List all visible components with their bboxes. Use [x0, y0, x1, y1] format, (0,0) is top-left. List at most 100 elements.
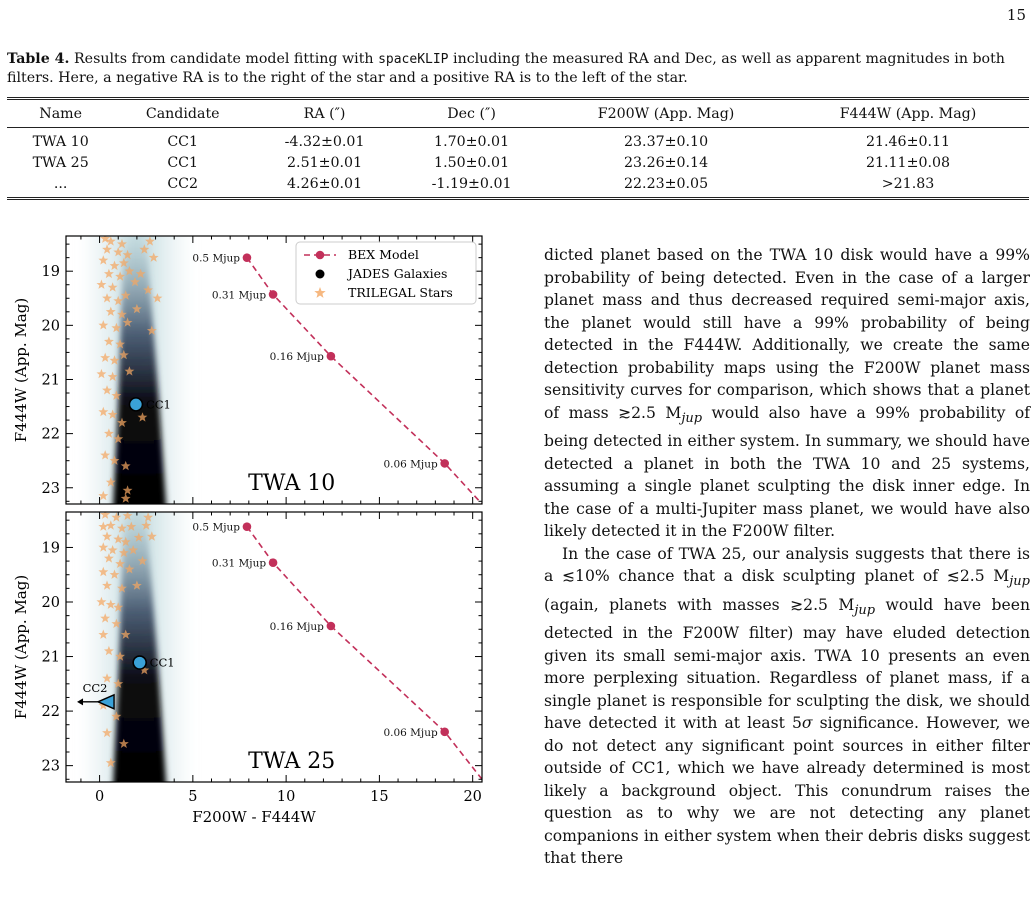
trilegal-star-point [102, 727, 112, 738]
trilegal-star-point [115, 339, 125, 349]
bex-mass-label: 0.06 Mjup [383, 727, 437, 739]
trilegal-star-point [131, 580, 142, 590]
x-tick-label: 5 [188, 789, 197, 805]
trilegal-star-point [98, 490, 109, 501]
panel-label: TWA 25 [248, 749, 335, 774]
page-number: 15 [1006, 6, 1026, 24]
x-tick-label: 0 [95, 789, 104, 805]
trilegal-star-point [98, 542, 109, 552]
legend-entry: TRILEGAL Stars [348, 285, 453, 300]
trilegal-star-point [102, 385, 112, 395]
trilegal-star-point [113, 295, 124, 306]
trilegal-star-point [96, 368, 107, 379]
paragraph-text: (again, planets with masses ≳2.5 M [544, 595, 855, 614]
trilegal-star-point [100, 613, 111, 623]
bex-model-point [326, 351, 336, 361]
subscript-jup: jup [681, 410, 703, 426]
trilegal-star-point [107, 545, 118, 555]
trilegal-star-point [124, 366, 135, 376]
y-tick-label: 23 [42, 759, 60, 775]
legend: BEX Model JADES Galaxies TRILEGAL Stars [295, 241, 477, 305]
table-header: F444W (App. Mag) [787, 97, 1029, 128]
table-header: Dec (″) [398, 97, 546, 128]
trilegal-star-point [122, 249, 133, 260]
trilegal-star-point [98, 320, 109, 330]
caption-text-b: including the measured RA and Dec, as we… [7, 51, 1005, 86]
table-header: Candidate [114, 97, 252, 128]
legend-bex-swatch [315, 250, 325, 260]
trilegal-star-point [122, 317, 133, 327]
bex-mass-label: 0.16 Mjup [270, 351, 324, 363]
trilegal-star-point [109, 455, 120, 465]
jades-galaxy-density [113, 512, 166, 782]
panel-frame [65, 235, 483, 505]
trilegal-star-point [139, 665, 150, 675]
trilegal-star-point [111, 512, 122, 522]
table-cell: -4.32±0.01 [284, 133, 365, 150]
bex-mass-label: 0.5 Mjup [192, 522, 240, 534]
bex-model-point [440, 727, 449, 737]
trilegal-star-point [115, 558, 125, 568]
candidate-marker [132, 655, 147, 670]
trilegal-star-point [120, 290, 131, 300]
trilegal-star-point [117, 309, 127, 319]
bex-model-point [242, 522, 252, 532]
bex-model-line [246, 257, 482, 504]
table-cell: 22.23±0.05 [545, 173, 788, 200]
trilegal-star-point [113, 433, 124, 444]
trilegal-star-point [118, 738, 129, 748]
trilegal-star-point [102, 293, 112, 303]
trilegal-star-point [137, 412, 148, 422]
sigma-symbol: σ [801, 714, 813, 733]
table-cell: TWA 25 [32, 154, 89, 171]
trilegal-star-point [96, 596, 107, 607]
x-tick-label: 10 [277, 789, 295, 805]
candidate-label: CC1 [150, 656, 175, 670]
trilegal-star-point [120, 536, 131, 547]
table-cell: >21.83 [787, 173, 1029, 200]
trilegal-star-point [113, 534, 124, 544]
candidate-upper-limit-marker [96, 693, 115, 710]
bex-mass-label: 0.31 Mjup [212, 289, 266, 301]
trilegal-star-point [104, 645, 114, 656]
subscript-jup: jup [1009, 574, 1030, 590]
y-axis-label: F444W (App. Mag) [12, 575, 30, 719]
trilegal-star-point [104, 428, 114, 438]
table-row: TWA 25 CC1 2.51±0.01 1.50±0.01 23.26±0.1… [7, 152, 1029, 173]
table-cell: 23.26±0.14 [624, 154, 709, 171]
table-row: ... CC2 4.26±0.01 -1.19±0.01 22.23±0.05 … [7, 173, 1029, 200]
legend-entry: JADES Galaxies [346, 266, 447, 281]
trilegal-star-point [113, 602, 124, 612]
table-cell: TWA 10 [32, 133, 89, 150]
trilegal-star-point [105, 599, 116, 609]
table-cell: CC1 [167, 133, 199, 150]
candidate-label: CC1 [146, 397, 171, 411]
bex-model-point [268, 290, 278, 299]
trilegal-star-point [135, 268, 146, 279]
legend-trilegal-swatch [314, 287, 326, 298]
y-tick-label: 22 [42, 704, 60, 720]
y-tick-label: 23 [42, 481, 60, 497]
trilegal-star-point [115, 651, 125, 661]
trilegal-star-point [98, 700, 109, 710]
table-header: Name [7, 97, 115, 128]
trilegal-star-point [146, 531, 157, 541]
y-tick-label: 22 [42, 427, 60, 443]
trilegal-star-point [96, 279, 107, 289]
trilegal-star-point [133, 532, 144, 542]
trilegal-star-point [105, 236, 116, 246]
trilegal-star-point [111, 711, 122, 721]
trilegal-star-point [109, 260, 120, 270]
trilegal-star-point [105, 306, 116, 316]
trilegal-star-point [124, 266, 135, 276]
jades-galaxy-density [113, 236, 166, 504]
paragraph-text: would have been detected in the F200W fi… [544, 595, 1030, 733]
table-cell: ... [7, 173, 115, 200]
trilegal-star-point [141, 520, 152, 530]
cmd-figure-svg: 0.5 Mjup 0.31 Mjup 0.16 Mjup 0.06 Mjup CC1 19… [12, 235, 483, 826]
paragraph-text: significance. However, we do not detect … [544, 714, 1031, 868]
trilegal-star-point [102, 580, 112, 590]
y-tick-label: 20 [42, 318, 60, 334]
trilegal-star-point [117, 523, 127, 533]
trilegal-star-point [104, 268, 114, 279]
